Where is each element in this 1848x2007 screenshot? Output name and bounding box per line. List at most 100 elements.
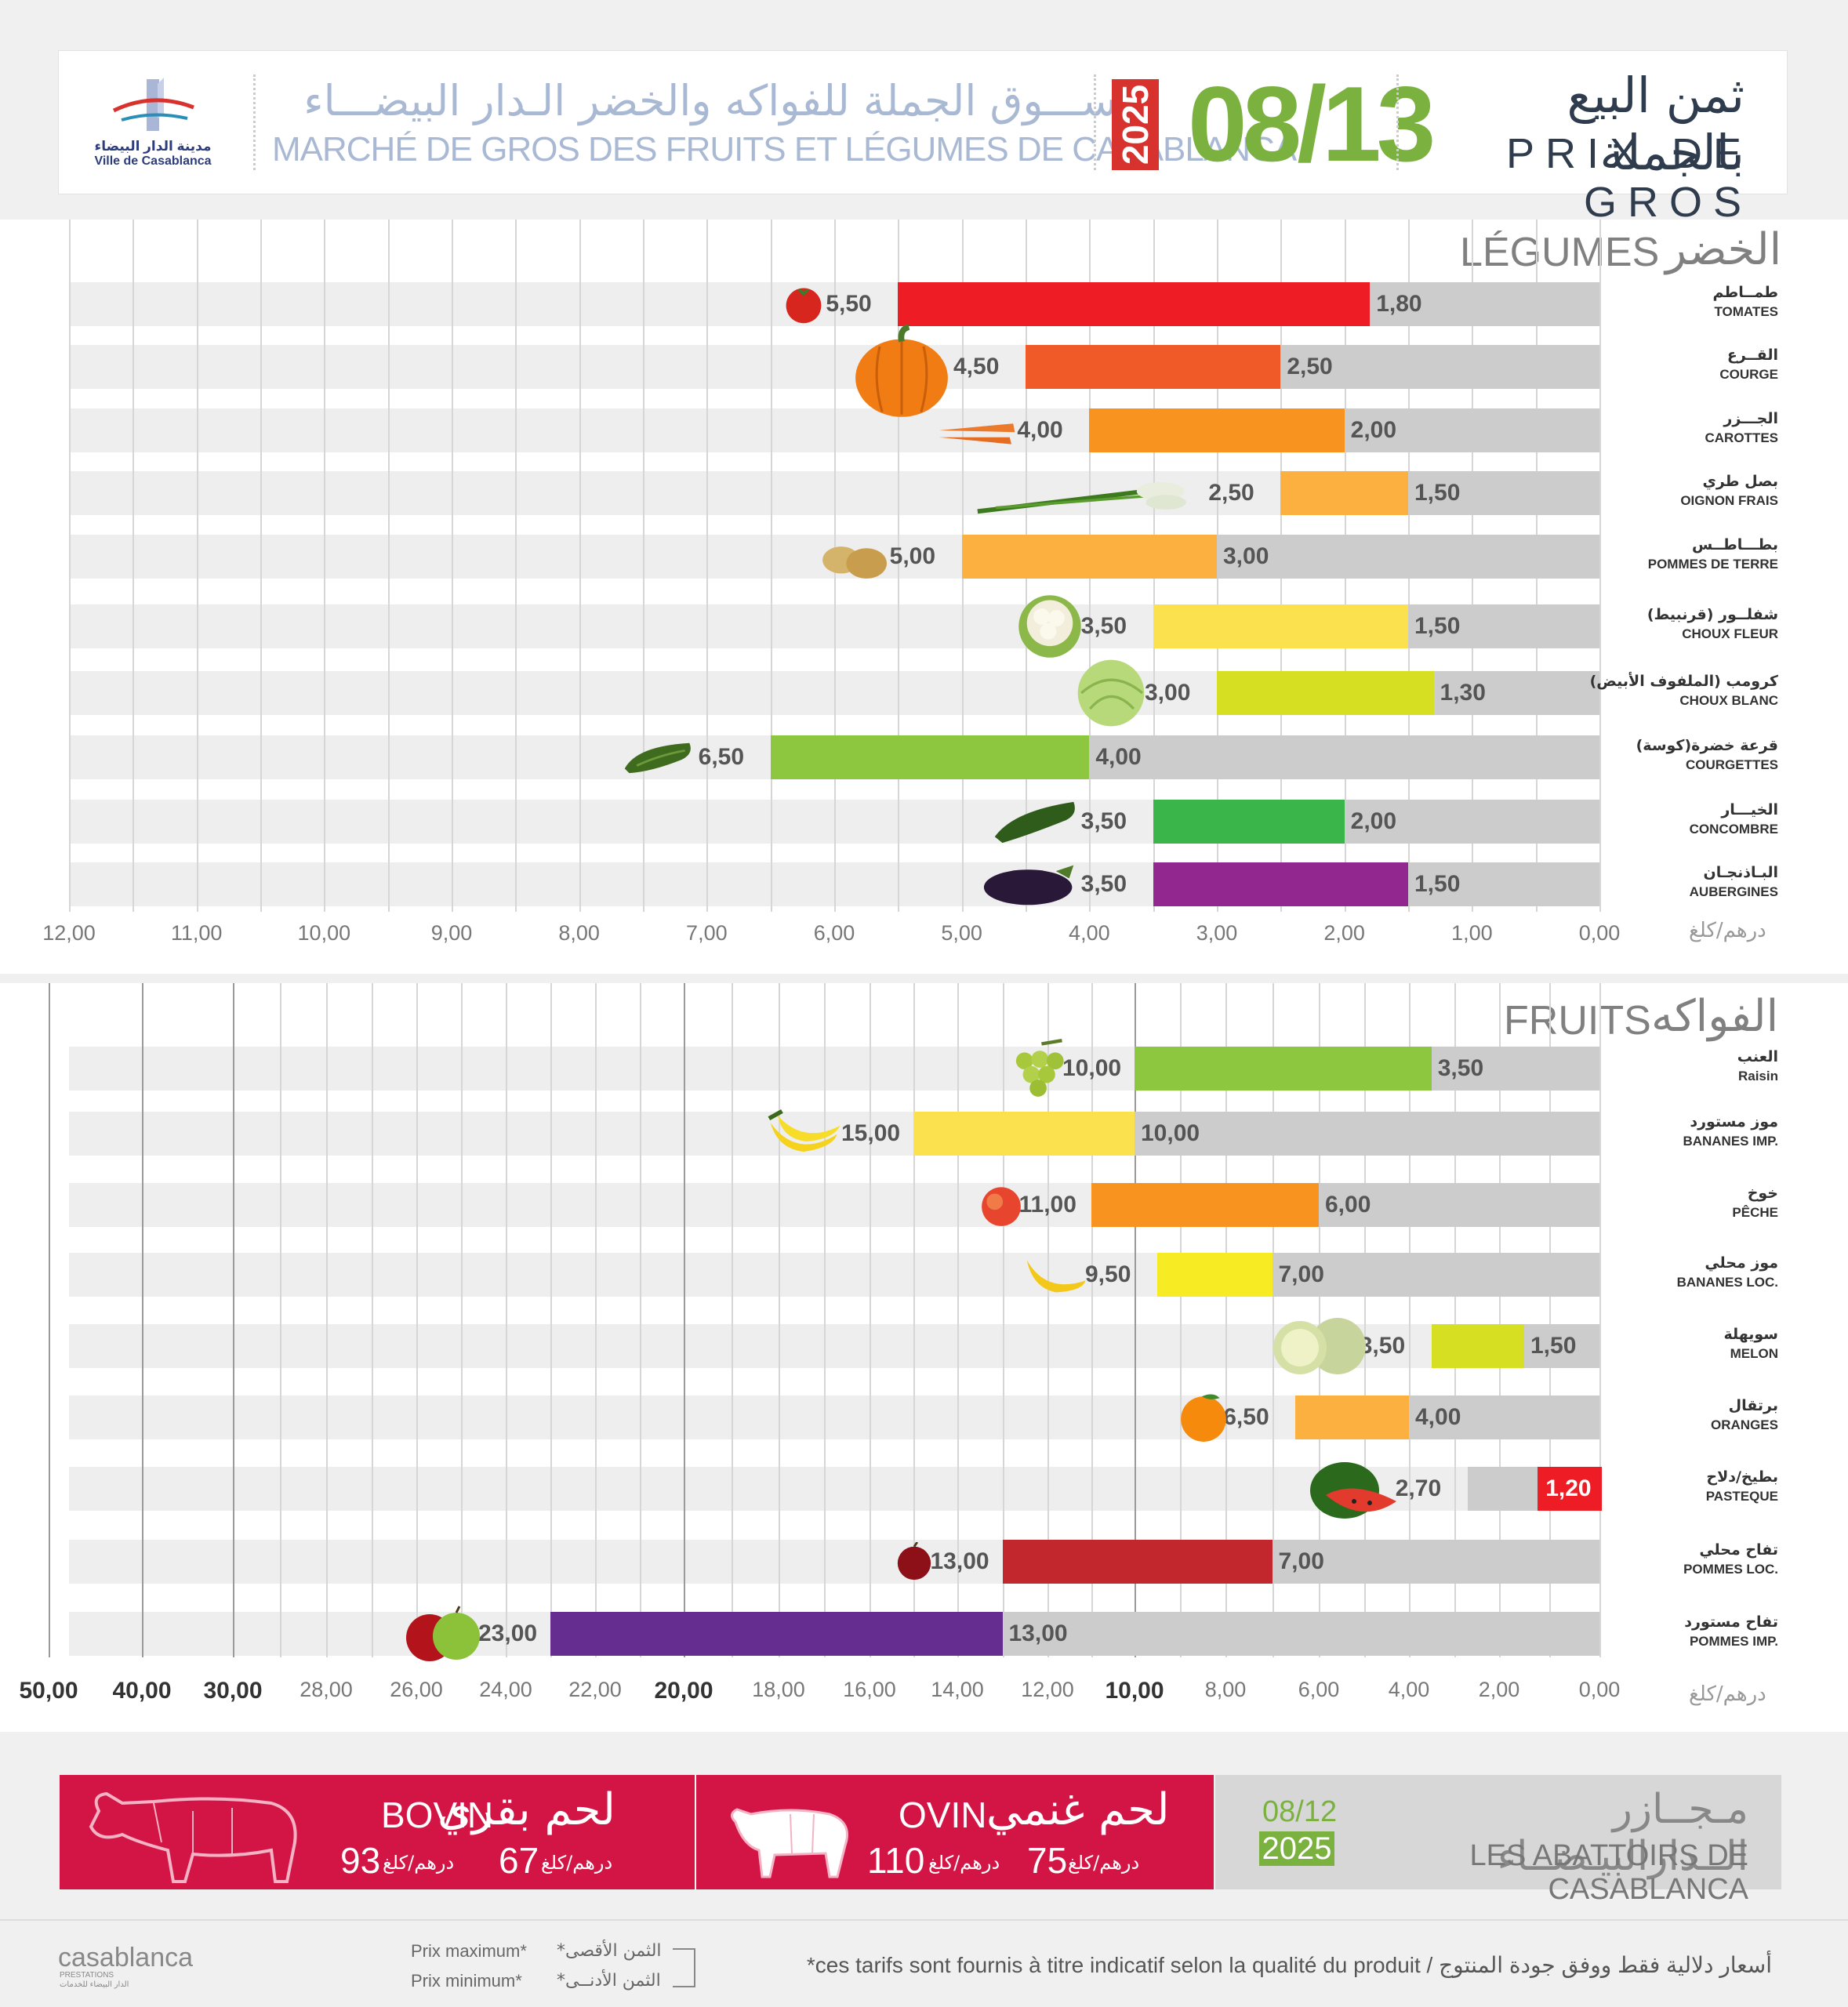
apples-icon — [406, 1606, 480, 1661]
grid-line — [1599, 220, 1601, 912]
row-label-fr: ORANGES — [1711, 1417, 1778, 1432]
max-price-label: 13,00 — [930, 1548, 989, 1574]
logo-text-ar: مدينة الدار البيضاء — [94, 139, 212, 154]
min-price-label: 10,00 — [1141, 1120, 1200, 1146]
abattoir-date: 08/12 — [1262, 1795, 1338, 1828]
min-price-label: 13,00 — [1008, 1620, 1068, 1646]
row-label-ar: قرعة خضرة(كوسة) — [1636, 737, 1778, 754]
max-price-label: 23,00 — [478, 1620, 538, 1646]
row-label-ar: تفاح مستورد — [1684, 1613, 1778, 1631]
ovin-min-price: 75 — [1027, 1840, 1068, 1881]
max-price-bar — [1026, 345, 1281, 389]
row-label-ar: موز مستورد — [1690, 1113, 1778, 1131]
grid-line — [260, 220, 262, 912]
grid-line — [898, 220, 900, 912]
ovin-name-ar: لحم غنمي — [986, 1784, 1170, 1835]
grid-line — [506, 983, 507, 1657]
min-price-bar — [1089, 735, 1599, 779]
max-price-label: 3,50 — [1080, 613, 1127, 639]
row-label-fr: Raisin — [1737, 1069, 1778, 1083]
grid-line — [1499, 983, 1501, 1657]
grid-line — [1225, 983, 1227, 1657]
row-label-ar: العنب — [1737, 1048, 1778, 1065]
max-price-label: 5,50 — [826, 291, 872, 317]
max-price-label: 11,00 — [1018, 1192, 1076, 1218]
section-title-ar: الفواكه — [1651, 991, 1779, 1042]
min-price-bar — [1408, 862, 1599, 906]
row-label-fr: AUBERGINES — [1689, 884, 1778, 899]
grid-line — [1135, 983, 1136, 1657]
x-tick-label: 12,00 — [42, 921, 96, 945]
divider — [1396, 74, 1399, 170]
max-price-bar — [1091, 1183, 1319, 1227]
section-title-fr: FRUITS — [1504, 998, 1651, 1043]
grid-line — [142, 983, 143, 1657]
row-label-fr: BANANES LOC. — [1676, 1275, 1778, 1290]
row-label-fr: POMMES IMP. — [1689, 1634, 1778, 1649]
grid-line — [1409, 983, 1411, 1657]
max-price-bar — [1467, 1467, 1540, 1511]
grid-line — [196, 220, 198, 912]
row-label-fr: PÊCHE — [1732, 1205, 1778, 1220]
title-ar: ثمن البيع بالجملة — [1567, 67, 1745, 181]
min-price-label: 1,80 — [1376, 291, 1422, 317]
x-tick-label: 3,00 — [1196, 921, 1238, 945]
grid-line — [1180, 983, 1182, 1657]
grid-line — [49, 983, 50, 1657]
min-price-label: 1,50 — [1414, 480, 1461, 506]
max-price-bar — [1217, 671, 1434, 715]
min-price-bar — [1409, 1395, 1599, 1439]
min-price-label: 2,00 — [1350, 417, 1397, 443]
year-badge: 2025 — [1112, 79, 1159, 170]
max-price-bar — [1280, 471, 1408, 515]
row-label-fr: OIGNON FRAIS — [1680, 493, 1778, 508]
max-price-label: 2,70 — [1395, 1475, 1442, 1501]
max-price-label: 3,00 — [1145, 680, 1191, 706]
row-label-ar: الجـــزر — [1723, 410, 1778, 427]
fruits-panel: FRUITS الفواكه درهم/كلغ 3,50 10,00 10,00 15… — [0, 983, 1848, 1732]
axis-unit: درهم/كلغ — [1689, 919, 1766, 942]
grid-line — [1599, 983, 1601, 1657]
row-label-fr: CHOUX BLANC — [1679, 693, 1778, 708]
min-price-label: 7,00 — [1278, 1261, 1324, 1287]
min-price-bar — [1344, 408, 1599, 452]
market-name-ar: ســـوق الجملة للفواكه والخضر الـدار البي… — [303, 76, 1117, 125]
header: مدينة الدار البيضاء Ville de Casablanca … — [58, 50, 1788, 226]
bovin-name-fr: BOVIN — [381, 1795, 494, 1835]
bovin-name-ar: لحم بقري — [437, 1784, 615, 1835]
min-price-bar — [1217, 535, 1599, 579]
min-price-bar — [1370, 282, 1599, 326]
divider — [1094, 74, 1096, 170]
section-title-fr: LÉGUMES — [1460, 230, 1660, 275]
max-price-label: 6,50 — [1223, 1404, 1269, 1430]
onion-icon — [977, 482, 1187, 514]
legend-min-ar: *الثمن الأدنــى — [557, 1971, 661, 1991]
min-price-bar — [1344, 800, 1599, 844]
x-tick-label: 8,00 — [1204, 1678, 1247, 1701]
row-label-fr: POMMES DE TERRE — [1647, 557, 1778, 572]
grid-line — [1454, 983, 1456, 1657]
row-label-ar: بطـــاطــس — [1691, 536, 1778, 553]
row-label-fr: COURGE — [1719, 367, 1778, 382]
x-tick-label: 2,00 — [1478, 1678, 1520, 1701]
min-price-bar — [1135, 1112, 1599, 1156]
section-title-ar: الخضر — [1665, 224, 1782, 275]
x-tick-label: 6,00 — [813, 921, 855, 945]
plot-area: 3,50 10,00 10,00 15,00 6,00 11,00 7,00 9,50 1,50… — [49, 983, 1603, 1661]
row-label-ar: برتقال — [1728, 1397, 1778, 1414]
max-price-label: 3,50 — [1359, 1333, 1406, 1359]
min-price-label: 7,00 — [1278, 1548, 1324, 1574]
legend-min-fr: Prix minimum* — [411, 1971, 522, 1991]
max-price-label: 3,50 — [1080, 808, 1127, 834]
eggplant-icon — [983, 865, 1073, 906]
row-label-fr: COURGETTES — [1685, 757, 1778, 772]
min-price-bar — [1319, 1183, 1599, 1227]
grid-line — [913, 983, 915, 1657]
max-price-label: 10,00 — [1062, 1055, 1122, 1081]
max-price-bar — [1135, 1047, 1432, 1091]
tomato-icon — [786, 288, 822, 324]
watermelon-icon — [1309, 1462, 1396, 1519]
x-tick-label: 40,00 — [112, 1678, 172, 1704]
bovin-min-unit: درهم/كلغ — [541, 1852, 613, 1874]
row-label-ar: الخيـــار — [1721, 801, 1778, 818]
